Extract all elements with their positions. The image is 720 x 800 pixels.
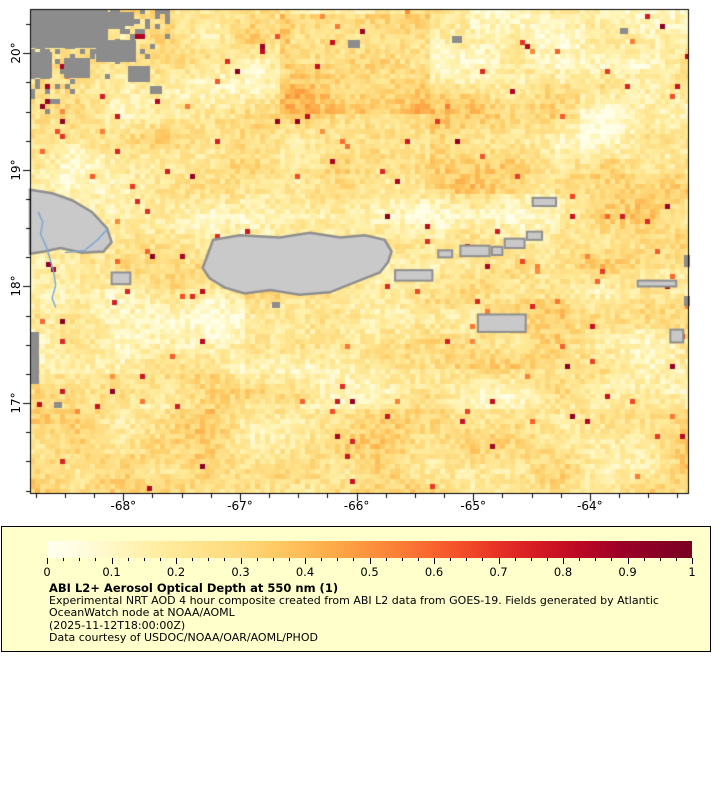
colorbar-tick-label: 0.8 bbox=[553, 565, 573, 579]
legend-box: 0 0.1 0.2 0.3 0.4 0.5 0.6 0.7 0.8 0.9 1 … bbox=[1, 526, 711, 652]
colorbar-tick bbox=[224, 558, 225, 561]
colorbar-tick bbox=[128, 558, 129, 561]
colorbar-tick bbox=[563, 558, 564, 564]
y-tick-label: 17° bbox=[9, 392, 23, 414]
colorbar bbox=[47, 541, 692, 558]
colorbar-tick bbox=[63, 558, 64, 561]
colorbar-tick bbox=[160, 558, 161, 561]
colorbar-tick bbox=[289, 558, 290, 561]
colorbar-tick bbox=[628, 558, 629, 564]
y-tick-label: 19° bbox=[9, 159, 23, 181]
colorbar-tick bbox=[579, 558, 580, 561]
colorbar-tick bbox=[370, 558, 371, 564]
colorbar-tick-label: 0.3 bbox=[231, 565, 250, 579]
colorbar-tick bbox=[418, 558, 419, 561]
colorbar-tick bbox=[660, 558, 661, 561]
colorbar-tick bbox=[402, 558, 403, 561]
colorbar-tick bbox=[95, 558, 96, 561]
aod-heatmap-canvas bbox=[0, 0, 720, 520]
colorbar-tick bbox=[273, 558, 274, 561]
map-plot-area: -68° -67° -66° -65° -64° 20° 19° 18° 17° bbox=[0, 0, 720, 520]
colorbar-tick-label: 0.2 bbox=[166, 565, 186, 579]
y-tick-label: 18° bbox=[9, 275, 23, 298]
colorbar-tick bbox=[47, 558, 48, 564]
colorbar-tick-label: 0.5 bbox=[360, 565, 379, 579]
figure-timestamp: (2025-11-12T18:00:00Z) bbox=[49, 618, 186, 632]
x-tick-label: -66° bbox=[343, 499, 370, 513]
colorbar-tick-label: 0.1 bbox=[102, 565, 121, 579]
figure-subtitle-line1: Experimental NRT AOD 4 hour composite cr… bbox=[49, 593, 659, 607]
colorbar-tick-label: 0.6 bbox=[424, 565, 444, 579]
colorbar-tick-label: 0.9 bbox=[618, 565, 637, 579]
colorbar-tick bbox=[692, 558, 693, 564]
y-tick-label: 20° bbox=[9, 42, 23, 64]
x-tick-label: -64° bbox=[577, 499, 603, 513]
figure-title: ABI L2+ Aerosol Optical Depth at 550 nm … bbox=[49, 581, 339, 595]
colorbar-tick bbox=[466, 558, 467, 561]
colorbar-tick bbox=[386, 558, 387, 561]
x-tick-label: -67° bbox=[227, 499, 253, 513]
colorbar-tick-label: 0.7 bbox=[489, 565, 508, 579]
colorbar-tick bbox=[644, 558, 645, 561]
colorbar-tick bbox=[79, 558, 80, 561]
colorbar-tick bbox=[531, 558, 532, 561]
colorbar-tick-label: 0 bbox=[43, 565, 51, 579]
colorbar-tick bbox=[208, 558, 209, 561]
figure-subtitle-line2: OceanWatch node at NOAA/AOML bbox=[49, 606, 235, 620]
colorbar-tick bbox=[450, 558, 451, 561]
colorbar-tick bbox=[241, 558, 242, 564]
colorbar-tick bbox=[176, 558, 177, 564]
figure-credit: Data courtesy of USDOC/NOAA/OAR/AOML/PHO… bbox=[49, 631, 318, 645]
x-tick-label: -65° bbox=[460, 499, 487, 513]
colorbar-tick bbox=[112, 558, 113, 564]
colorbar-tick bbox=[353, 558, 354, 561]
colorbar-tick bbox=[611, 558, 612, 561]
colorbar-tick-label: 0.4 bbox=[295, 565, 315, 579]
x-tick-label: -68° bbox=[110, 499, 137, 513]
colorbar-tick bbox=[321, 558, 322, 561]
colorbar-tick-label: 1 bbox=[688, 565, 696, 579]
colorbar-tick bbox=[434, 558, 435, 564]
colorbar-tick bbox=[144, 558, 145, 561]
colorbar-tick bbox=[337, 558, 338, 561]
colorbar-tick bbox=[192, 558, 193, 561]
colorbar-tick bbox=[595, 558, 596, 561]
colorbar-tick bbox=[257, 558, 258, 561]
colorbar-tick bbox=[499, 558, 500, 564]
colorbar-tick bbox=[482, 558, 483, 561]
colorbar-ticks bbox=[2, 558, 710, 566]
colorbar-tick bbox=[515, 558, 516, 561]
colorbar-tick bbox=[676, 558, 677, 561]
colorbar-tick bbox=[547, 558, 548, 561]
legend-text-block: ABI L2+ Aerosol Optical Depth at 550 nm … bbox=[49, 582, 659, 645]
colorbar-tick bbox=[305, 558, 306, 564]
